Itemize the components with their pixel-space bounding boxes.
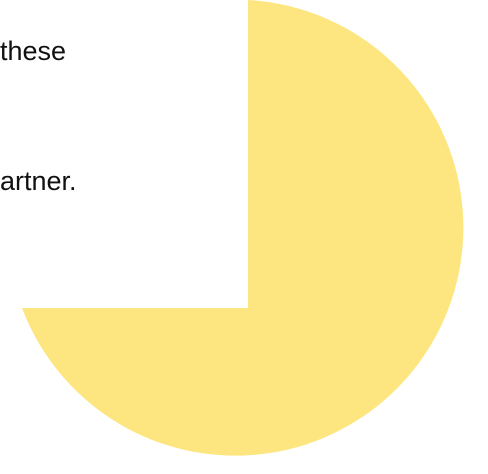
text-line-2: artner. (0, 166, 77, 196)
text-line-1: these (0, 36, 67, 66)
circle-segment (22, 0, 464, 456)
